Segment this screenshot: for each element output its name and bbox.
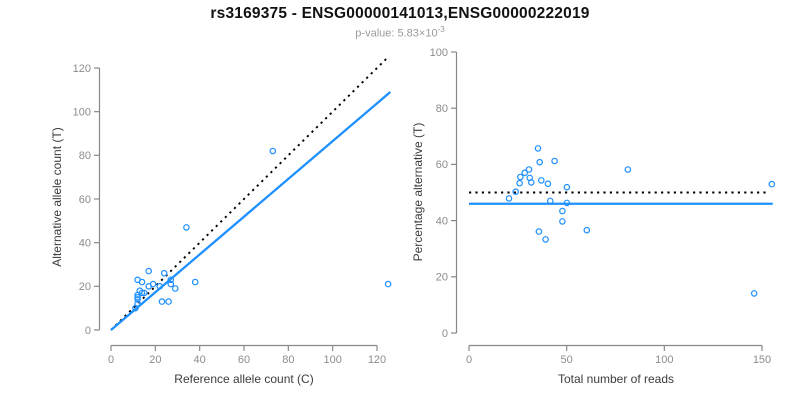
data-point	[156, 282, 164, 290]
right-y-tick-label: 20	[436, 272, 448, 284]
left-identity-line	[110, 56, 389, 331]
left-y-tick-label: 0	[85, 325, 91, 337]
right-plot-axes: 0 20 40 60 80 100 0 50 100 150	[430, 47, 772, 366]
data-point	[750, 290, 758, 297]
left-y-tick-label: 60	[79, 194, 91, 206]
data-point	[160, 269, 168, 277]
data-point	[172, 285, 179, 292]
data-point	[768, 180, 776, 188]
left-y-tick-label: 80	[79, 150, 91, 162]
right-plot-points	[505, 145, 776, 297]
data-point	[134, 296, 141, 303]
data-point	[583, 226, 591, 234]
data-point	[536, 158, 544, 166]
left-xaxis-title: Reference allele count (C)	[174, 372, 314, 386]
right-y-tick-label: 100	[430, 47, 448, 59]
right-plot-panel: 0 20 40 60 80 100 0 50 100 150	[430, 47, 776, 366]
data-point	[141, 289, 148, 297]
left-x-tick-label: 100	[323, 354, 341, 366]
data-point	[546, 197, 554, 205]
data-point	[269, 147, 277, 155]
pvalue-exponent: -3	[437, 25, 445, 34]
data-point	[534, 145, 542, 152]
left-x-tick-label: 80	[282, 354, 294, 366]
data-point	[542, 236, 549, 243]
left-x-tick-label: 120	[368, 354, 386, 366]
data-point	[551, 157, 558, 165]
left-y-tick-label: 120	[73, 63, 91, 75]
data-point	[191, 278, 199, 286]
left-x-tick-label: 20	[149, 354, 161, 366]
left-y-tick-label: 20	[79, 281, 91, 293]
data-point	[183, 224, 190, 231]
data-point	[544, 180, 552, 188]
pvalue-text: p-value: 5.83×10	[355, 27, 438, 40]
data-point	[158, 298, 166, 305]
data-point	[138, 278, 146, 286]
plot-subtitle: p-value: 5.83×10-3	[0, 25, 800, 40]
data-point	[624, 166, 632, 173]
left-plot-axes: 0 20 40 60 80 100 120 0 20 40 60 80 100 120	[73, 63, 387, 366]
left-yaxis-title: Alternative allele count (T)	[50, 127, 64, 267]
plot-title: rs3169375 - ENSG00000141013,ENSG00000222…	[210, 5, 590, 22]
data-point	[165, 298, 172, 305]
data-point	[563, 183, 571, 191]
data-point	[149, 280, 157, 288]
data-point	[145, 267, 153, 275]
left-x-tick-label: 60	[238, 354, 250, 366]
left-y-tick-label: 100	[73, 106, 91, 118]
data-point	[527, 179, 535, 186]
data-point	[559, 218, 566, 225]
data-point	[563, 199, 571, 207]
data-point	[505, 195, 513, 202]
data-point	[134, 293, 141, 301]
right-x-tick-label: 50	[561, 354, 573, 366]
data-point	[384, 280, 392, 288]
data-point	[516, 179, 523, 187]
right-yaxis-title: Percentage alternative (T)	[411, 122, 425, 262]
data-point	[535, 228, 543, 235]
data-point	[517, 173, 524, 181]
right-y-tick-label: 0	[442, 328, 448, 340]
right-y-tick-label: 80	[436, 103, 448, 115]
left-x-tick-label: 0	[108, 354, 114, 366]
left-x-tick-label: 40	[194, 354, 206, 366]
data-point	[138, 289, 146, 297]
left-plot-points	[132, 147, 392, 312]
right-x-tick-label: 150	[753, 354, 771, 366]
data-point	[167, 276, 175, 284]
left-fit-line	[110, 91, 392, 331]
data-point	[132, 304, 139, 312]
right-x-tick-label: 100	[655, 354, 673, 366]
left-plot-panel: 0 20 40 60 80 100 120 0 20 40 60 80 100 120	[73, 56, 392, 366]
left-y-tick-label: 40	[79, 237, 91, 249]
right-y-tick-label: 40	[436, 215, 448, 227]
data-point	[512, 188, 520, 196]
right-x-tick-label: 0	[466, 354, 472, 366]
data-point	[537, 177, 545, 184]
right-xaxis-title: Total number of reads	[557, 372, 675, 386]
data-point	[521, 169, 529, 177]
right-y-tick-label: 60	[436, 159, 448, 171]
data-point	[525, 166, 533, 173]
data-point	[167, 280, 175, 288]
data-point	[559, 207, 566, 215]
